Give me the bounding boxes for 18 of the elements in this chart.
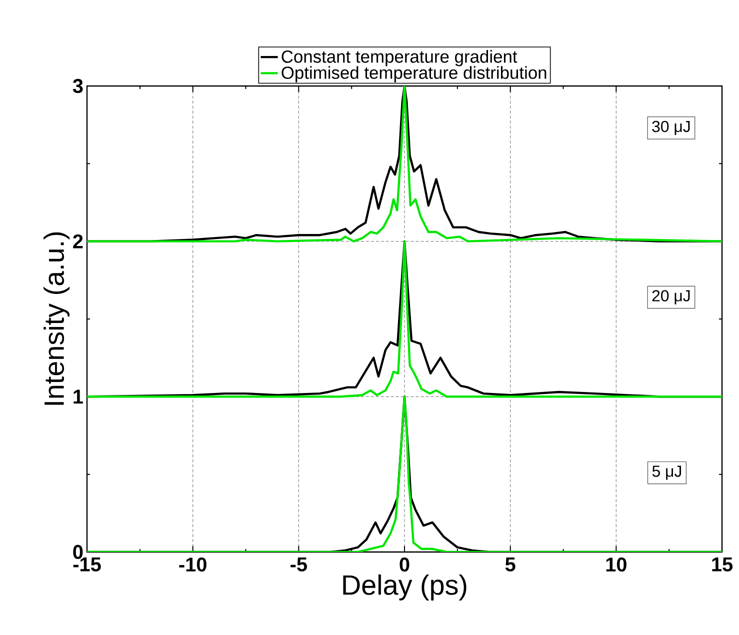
x-tick-label: -15 bbox=[73, 558, 101, 572]
annotation: 5 μJ bbox=[652, 466, 681, 480]
legend-label: Optimised temperature distribution bbox=[282, 66, 546, 82]
y-tick-label: 1 bbox=[74, 390, 83, 404]
x-tick-label: 15 bbox=[712, 558, 733, 572]
annotation: 30 μJ bbox=[652, 120, 690, 136]
y-tick-label: 0 bbox=[73, 544, 83, 560]
y-tick-label: 3 bbox=[72, 78, 83, 94]
annotation: 20 μJ bbox=[652, 290, 690, 304]
x-tick-label: -5 bbox=[290, 558, 307, 572]
x-axis-title: Delay (ps) bbox=[343, 574, 466, 600]
x-tick-label: 10 bbox=[606, 558, 626, 572]
legend-label: Constant temperature gradient bbox=[282, 50, 518, 66]
y-tick-label: 2 bbox=[73, 234, 83, 248]
y-axis-title: Intensity (a.u.) bbox=[44, 232, 70, 405]
x-tick-label: 5 bbox=[505, 558, 516, 572]
x-tick-label: 0 bbox=[400, 558, 410, 572]
x-tick-label: -10 bbox=[179, 558, 206, 572]
